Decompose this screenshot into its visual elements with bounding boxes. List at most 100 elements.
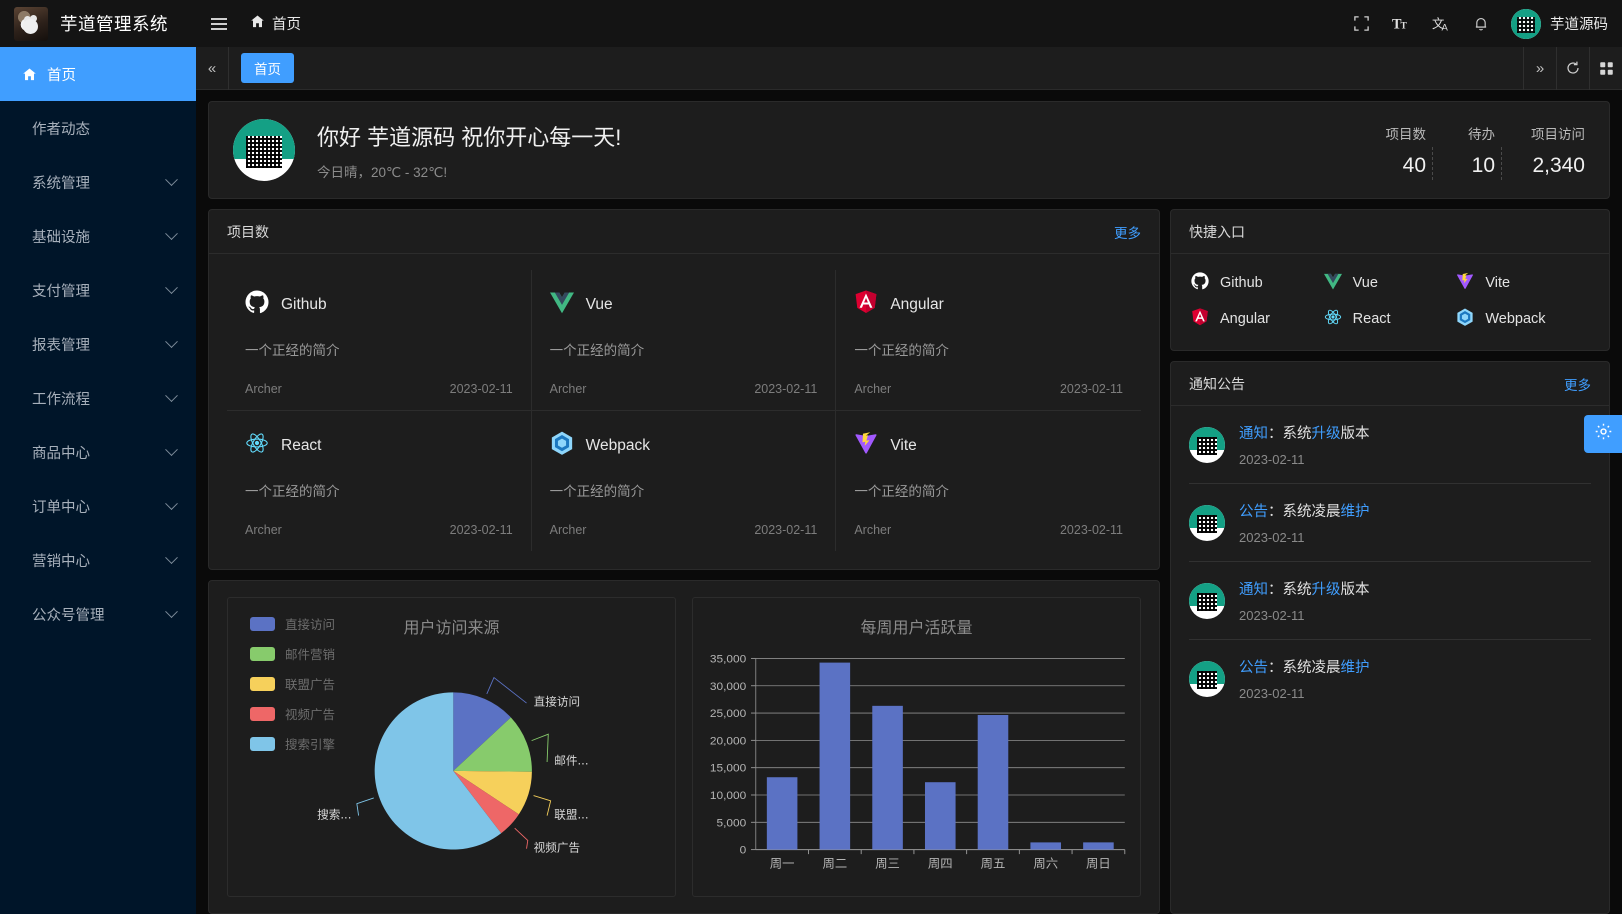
refresh-icon[interactable] (1556, 46, 1589, 90)
legend-item[interactable]: 视频广告 (250, 704, 335, 723)
breadcrumb[interactable]: 首页 (250, 13, 301, 34)
y-axis-tick-label: 20,000 (710, 736, 746, 748)
quick-link-vue[interactable]: Vue (1323, 272, 1457, 294)
pie-slice[interactable] (453, 770, 519, 834)
project-name: Webpack (585, 436, 650, 454)
fullscreen-icon[interactable] (1341, 0, 1381, 47)
notice-item[interactable]: 通知：系统升级版本 2023-02-11 (1189, 562, 1591, 640)
legend-item[interactable]: 联盟广告 (250, 674, 335, 693)
sidebar-item-marketing-center[interactable]: 营销中心 (0, 533, 196, 587)
bar[interactable] (1083, 842, 1114, 850)
legend-item[interactable]: 邮件营销 (250, 644, 335, 663)
quick-link-react[interactable]: React (1324, 308, 1457, 330)
pie-slice-label: 搜索... (317, 807, 351, 821)
notice-date: 2023-02-11 (1239, 686, 1305, 701)
banner-stats: 项目数 40 待办 10 项目访问 2,340 (1357, 123, 1585, 180)
legend-item[interactable]: 直接访问 (250, 614, 335, 633)
sidebar-item-report-management[interactable]: 报表管理 (0, 317, 196, 371)
sidebar-item-label: 首页 (47, 67, 76, 84)
projects-more-link[interactable]: 更多 (1114, 225, 1141, 241)
sidebar-menu: 首页 作者动态 系统管理 基础设施 支付管理 报表管理 (0, 47, 196, 914)
project-desc: 一个正经的简介 (245, 343, 340, 358)
quick-link-label: Vue (1352, 275, 1378, 291)
legend-item[interactable]: 搜索引擎 (250, 734, 335, 753)
notice-item[interactable]: 公告：系统凌晨维护 2023-02-11 (1189, 484, 1591, 562)
sidebar-item-label: 支付管理 (32, 283, 90, 300)
angular-icon (1191, 308, 1209, 330)
bell-icon[interactable] (1461, 0, 1501, 47)
bar[interactable] (766, 777, 798, 850)
bar[interactable] (924, 782, 956, 850)
project-card-angular[interactable]: Angular 一个正经的简介 Archer 2023-02-11 (836, 270, 1141, 411)
sidebar-item-workflow[interactable]: 工作流程 (0, 371, 196, 425)
notice-date: 2023-02-11 (1239, 608, 1305, 623)
gear-icon (1594, 422, 1613, 446)
pie-slice[interactable] (453, 692, 511, 771)
bar[interactable] (819, 662, 851, 850)
project-card-vue[interactable]: Vue 一个正经的简介 Archer 2023-02-11 (531, 270, 837, 411)
notices-more-link[interactable]: 更多 (1564, 377, 1591, 393)
project-card-vite[interactable]: Vite 一个正经的简介 Archer 2023-02-11 (836, 411, 1141, 551)
qrcode-avatar-icon (1189, 426, 1225, 463)
home-icon (22, 67, 37, 82)
qrcode-avatar-icon (1189, 660, 1225, 697)
project-card-webpack[interactable]: Webpack 一个正经的简介 Archer 2023-02-11 (532, 411, 837, 551)
svg-text:T: T (1392, 16, 1402, 32)
sidebar-item-product-center[interactable]: 商品中心 (0, 425, 196, 479)
user-menu[interactable]: 芋道源码 (1501, 8, 1608, 39)
notice-type: 公告 (1239, 660, 1268, 676)
notice-item[interactable]: 公告：系统凌晨维护 2023-02-11 (1189, 640, 1591, 717)
bar[interactable] (1030, 842, 1061, 850)
sidebar-item-payment-management[interactable]: 支付管理 (0, 263, 196, 317)
x-axis-tick-label: 周六 (1033, 857, 1058, 871)
project-card-github[interactable]: Github 一个正经的简介 Archer 2023-02-11 (227, 270, 532, 411)
pie-slice[interactable] (453, 770, 532, 815)
greeting-text: 你好 芋道源码 祝你开心每一天! (317, 124, 622, 150)
projects-header: 项目数 更多 (209, 210, 1159, 254)
sidebar-item-home[interactable]: 首页 (0, 47, 196, 101)
bar[interactable] (977, 715, 1009, 850)
charts-row: 用户访问来源 直接访问 邮件营销 联盟广告 视频广告 搜索引擎 直接访问 邮件..… (209, 581, 1159, 913)
quick-link-label: React (1352, 311, 1391, 327)
x-axis-tick-label: 周五 (981, 857, 1006, 871)
notices-title: 通知公告 (1189, 375, 1245, 392)
project-card-react[interactable]: React 一个正经的简介 Archer 2023-02-11 (227, 411, 532, 551)
quick-link-github[interactable]: Github (1191, 272, 1324, 294)
settings-fab[interactable] (1584, 415, 1622, 453)
pie-slice-label: 直接访问 (534, 695, 580, 709)
project-author: Archer (245, 382, 282, 396)
legend-label: 直接访问 (285, 618, 336, 632)
quick-link-vite[interactable]: Vite (1456, 272, 1589, 294)
sidebar-item-order-center[interactable]: 订单中心 (0, 479, 196, 533)
y-axis-tick-label: 15,000 (710, 763, 746, 775)
notice-item[interactable]: 通知：系统升级版本 2023-02-11 (1189, 406, 1591, 484)
sidebar-item-system-management[interactable]: 系统管理 (0, 155, 196, 209)
sidebar-logo[interactable]: 芋道管理系统 (0, 0, 196, 47)
sidebar-item-infrastructure[interactable]: 基础设施 (0, 209, 196, 263)
bar[interactable] (872, 705, 903, 850)
rabbit-avatar-icon (14, 6, 48, 41)
quick-link-webpack[interactable]: Webpack (1456, 308, 1589, 330)
pie-slice[interactable] (453, 717, 532, 772)
quick-link-angular[interactable]: Angular (1191, 308, 1324, 330)
chevron-down-icon (165, 496, 178, 510)
sidebar-item-author-news[interactable]: 作者动态 (0, 101, 196, 155)
double-chevron-left-icon[interactable]: « (196, 46, 229, 90)
chevron-down-icon (165, 226, 178, 240)
grid-layout-icon[interactable] (1589, 46, 1622, 90)
pie-chart-title: 用户访问来源 (403, 620, 500, 637)
menu-collapse-icon[interactable] (196, 0, 242, 47)
notice-suffix: 版本 (1340, 426, 1370, 442)
angular-icon (854, 290, 878, 319)
double-chevron-right-icon[interactable]: » (1523, 46, 1556, 90)
pie-slice[interactable] (374, 692, 502, 850)
notice-highlight: 维护 (1340, 660, 1370, 676)
tab-home[interactable]: 首页 (241, 53, 294, 83)
sidebar-item-official-account[interactable]: 公众号管理 (0, 587, 196, 641)
bar-chart-svg: 0 5,000 10,000 15,000 20,000 25,000 30,000 35,0… (710, 654, 1126, 871)
home-icon (250, 14, 265, 33)
stat-label: 项目数 (1385, 126, 1427, 142)
